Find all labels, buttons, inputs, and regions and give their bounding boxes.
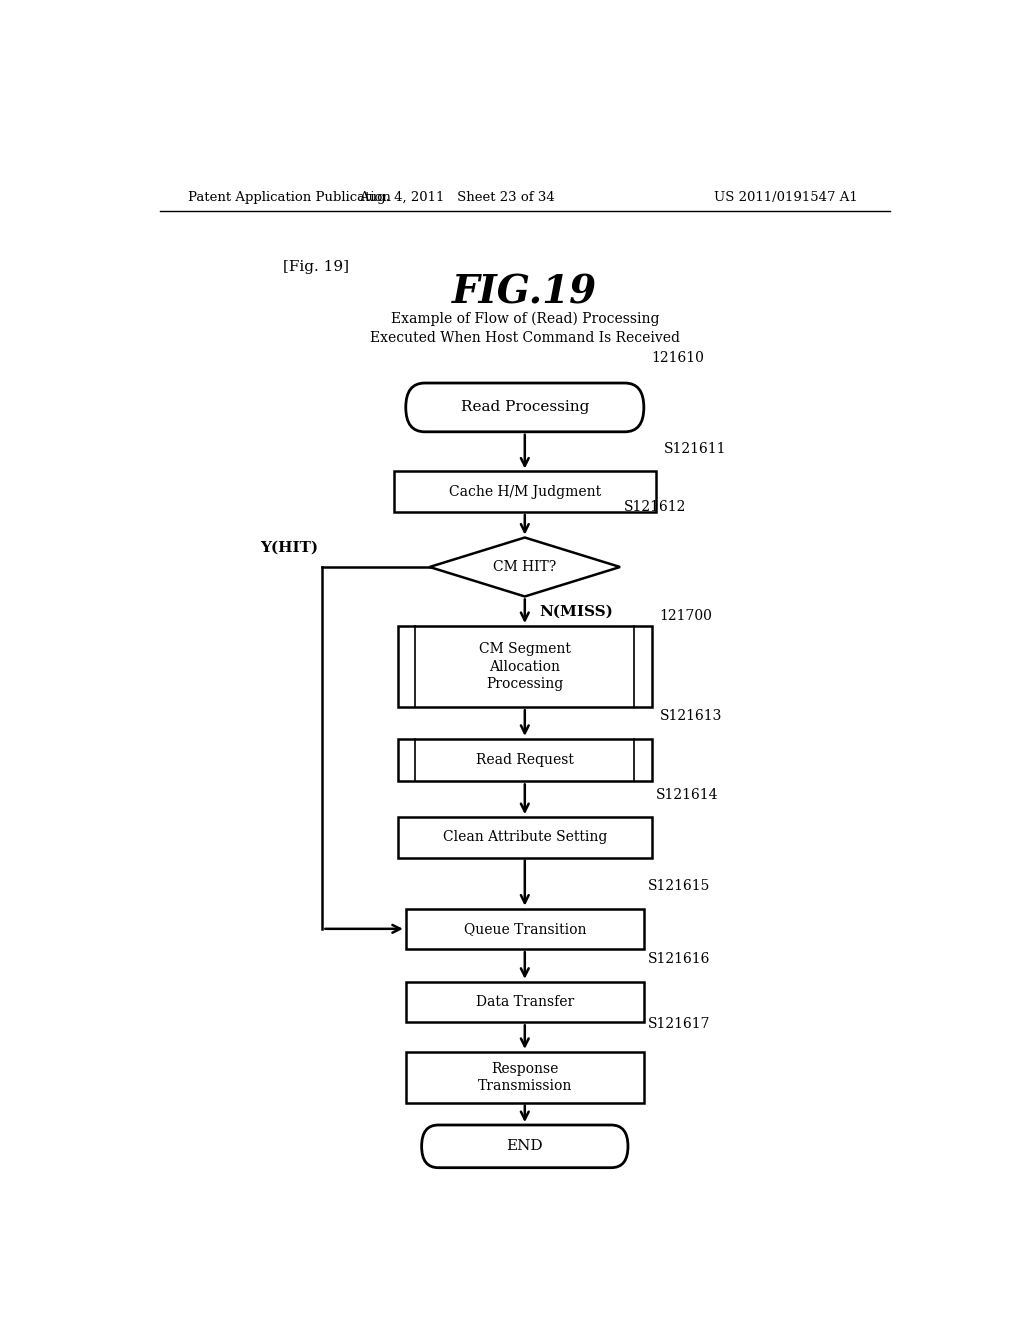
Text: [Fig. 19]: [Fig. 19] xyxy=(283,260,349,275)
Text: Read Request: Read Request xyxy=(476,754,573,767)
Text: N(MISS): N(MISS) xyxy=(539,605,613,618)
Text: S121611: S121611 xyxy=(664,442,726,457)
Text: S121613: S121613 xyxy=(659,709,722,723)
FancyBboxPatch shape xyxy=(397,817,651,858)
FancyBboxPatch shape xyxy=(394,471,655,512)
Text: 121610: 121610 xyxy=(652,351,705,364)
Text: S121612: S121612 xyxy=(624,500,686,513)
FancyBboxPatch shape xyxy=(406,383,644,432)
FancyBboxPatch shape xyxy=(406,982,644,1022)
FancyBboxPatch shape xyxy=(397,739,651,781)
Text: S121614: S121614 xyxy=(655,788,718,801)
Text: Aug. 4, 2011   Sheet 23 of 34: Aug. 4, 2011 Sheet 23 of 34 xyxy=(359,190,555,203)
Text: FIG.19: FIG.19 xyxy=(453,273,597,312)
Text: S121616: S121616 xyxy=(648,952,711,966)
FancyBboxPatch shape xyxy=(406,1052,644,1102)
Text: Read Processing: Read Processing xyxy=(461,400,589,414)
Text: Response
Transmission: Response Transmission xyxy=(477,1061,572,1093)
Text: Patent Application Publication: Patent Application Publication xyxy=(187,190,390,203)
Text: S121617: S121617 xyxy=(648,1018,711,1031)
Text: END: END xyxy=(507,1139,543,1154)
FancyBboxPatch shape xyxy=(397,626,651,708)
Text: Y(HIT): Y(HIT) xyxy=(260,541,318,554)
Text: Example of Flow of (Read) Processing
Executed When Host Command Is Received: Example of Flow of (Read) Processing Exe… xyxy=(370,312,680,345)
Text: US 2011/0191547 A1: US 2011/0191547 A1 xyxy=(715,190,858,203)
Text: Clean Attribute Setting: Clean Attribute Setting xyxy=(442,830,607,845)
FancyBboxPatch shape xyxy=(422,1125,628,1168)
FancyBboxPatch shape xyxy=(406,908,644,949)
Text: 121700: 121700 xyxy=(659,609,713,623)
Polygon shape xyxy=(430,537,620,597)
Text: CM HIT?: CM HIT? xyxy=(494,560,556,574)
Text: Data Transfer: Data Transfer xyxy=(476,995,573,1008)
Text: CM Segment
Allocation
Processing: CM Segment Allocation Processing xyxy=(479,643,570,690)
Text: S121615: S121615 xyxy=(648,879,711,894)
Text: Queue Transition: Queue Transition xyxy=(464,921,586,936)
Text: Cache H/M Judgment: Cache H/M Judgment xyxy=(449,484,601,499)
